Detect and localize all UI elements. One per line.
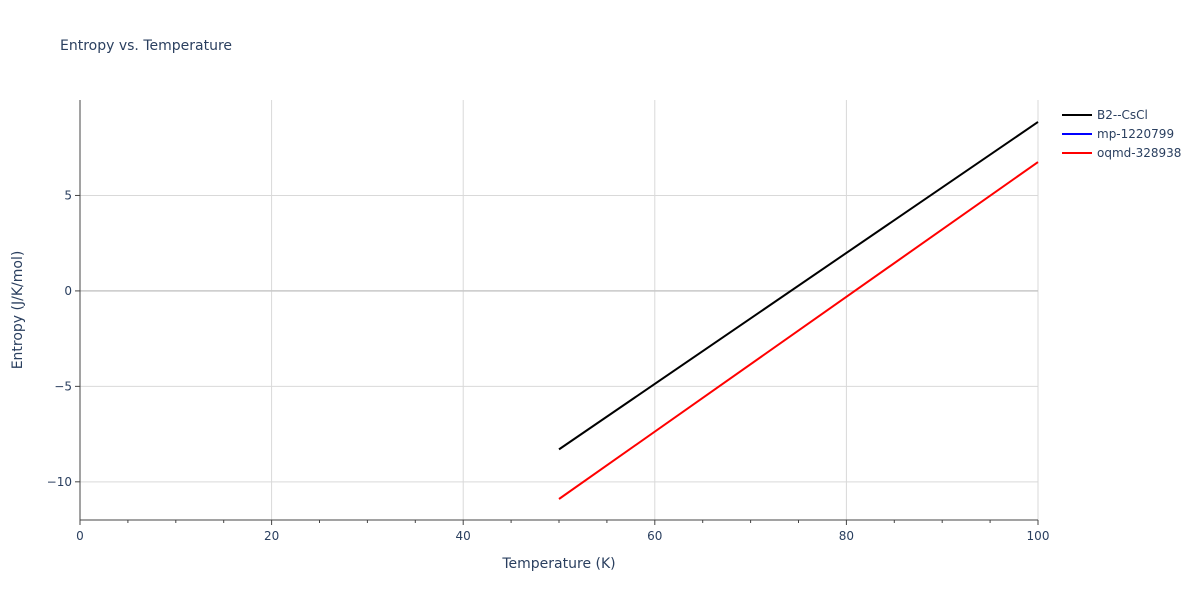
legend-item[interactable]: B2--CsCl	[1062, 108, 1148, 122]
legend[interactable]: B2--CsCl mp-1220799 oqmd-328938	[1062, 108, 1181, 160]
x-tick-label: 0	[76, 529, 84, 543]
legend-label: mp-1220799	[1097, 127, 1174, 141]
y-tick-label: −10	[47, 475, 72, 489]
x-tick-label: 100	[1027, 529, 1050, 543]
x-axis-title: Temperature (K)	[501, 556, 615, 572]
x-tick-label: 80	[839, 529, 854, 543]
y-axis-title: Entropy (J/K/mol)	[10, 251, 26, 370]
x-tick-label: 60	[647, 529, 662, 543]
legend-item[interactable]: mp-1220799	[1062, 127, 1174, 141]
axes-layer: 0 20 40 60 80 100 −10 −5 0 5	[47, 100, 1050, 543]
x-tick-label: 40	[456, 529, 471, 543]
legend-label: oqmd-328938	[1097, 146, 1181, 160]
y-tick-label: 0	[64, 284, 72, 298]
grid-layer	[80, 100, 1039, 520]
legend-label: B2--CsCl	[1097, 108, 1148, 122]
y-tick-label: 5	[64, 188, 72, 202]
x-tick-label: 20	[264, 529, 279, 543]
series-line-oqmd-328938[interactable]	[558, 161, 1039, 500]
y-tick-label: −5	[54, 379, 72, 393]
legend-item[interactable]: oqmd-328938	[1062, 146, 1181, 160]
series-line-b2-cscl[interactable]	[558, 121, 1039, 451]
series-layer	[558, 121, 1039, 500]
chart-title: Entropy vs. Temperature	[60, 38, 232, 54]
